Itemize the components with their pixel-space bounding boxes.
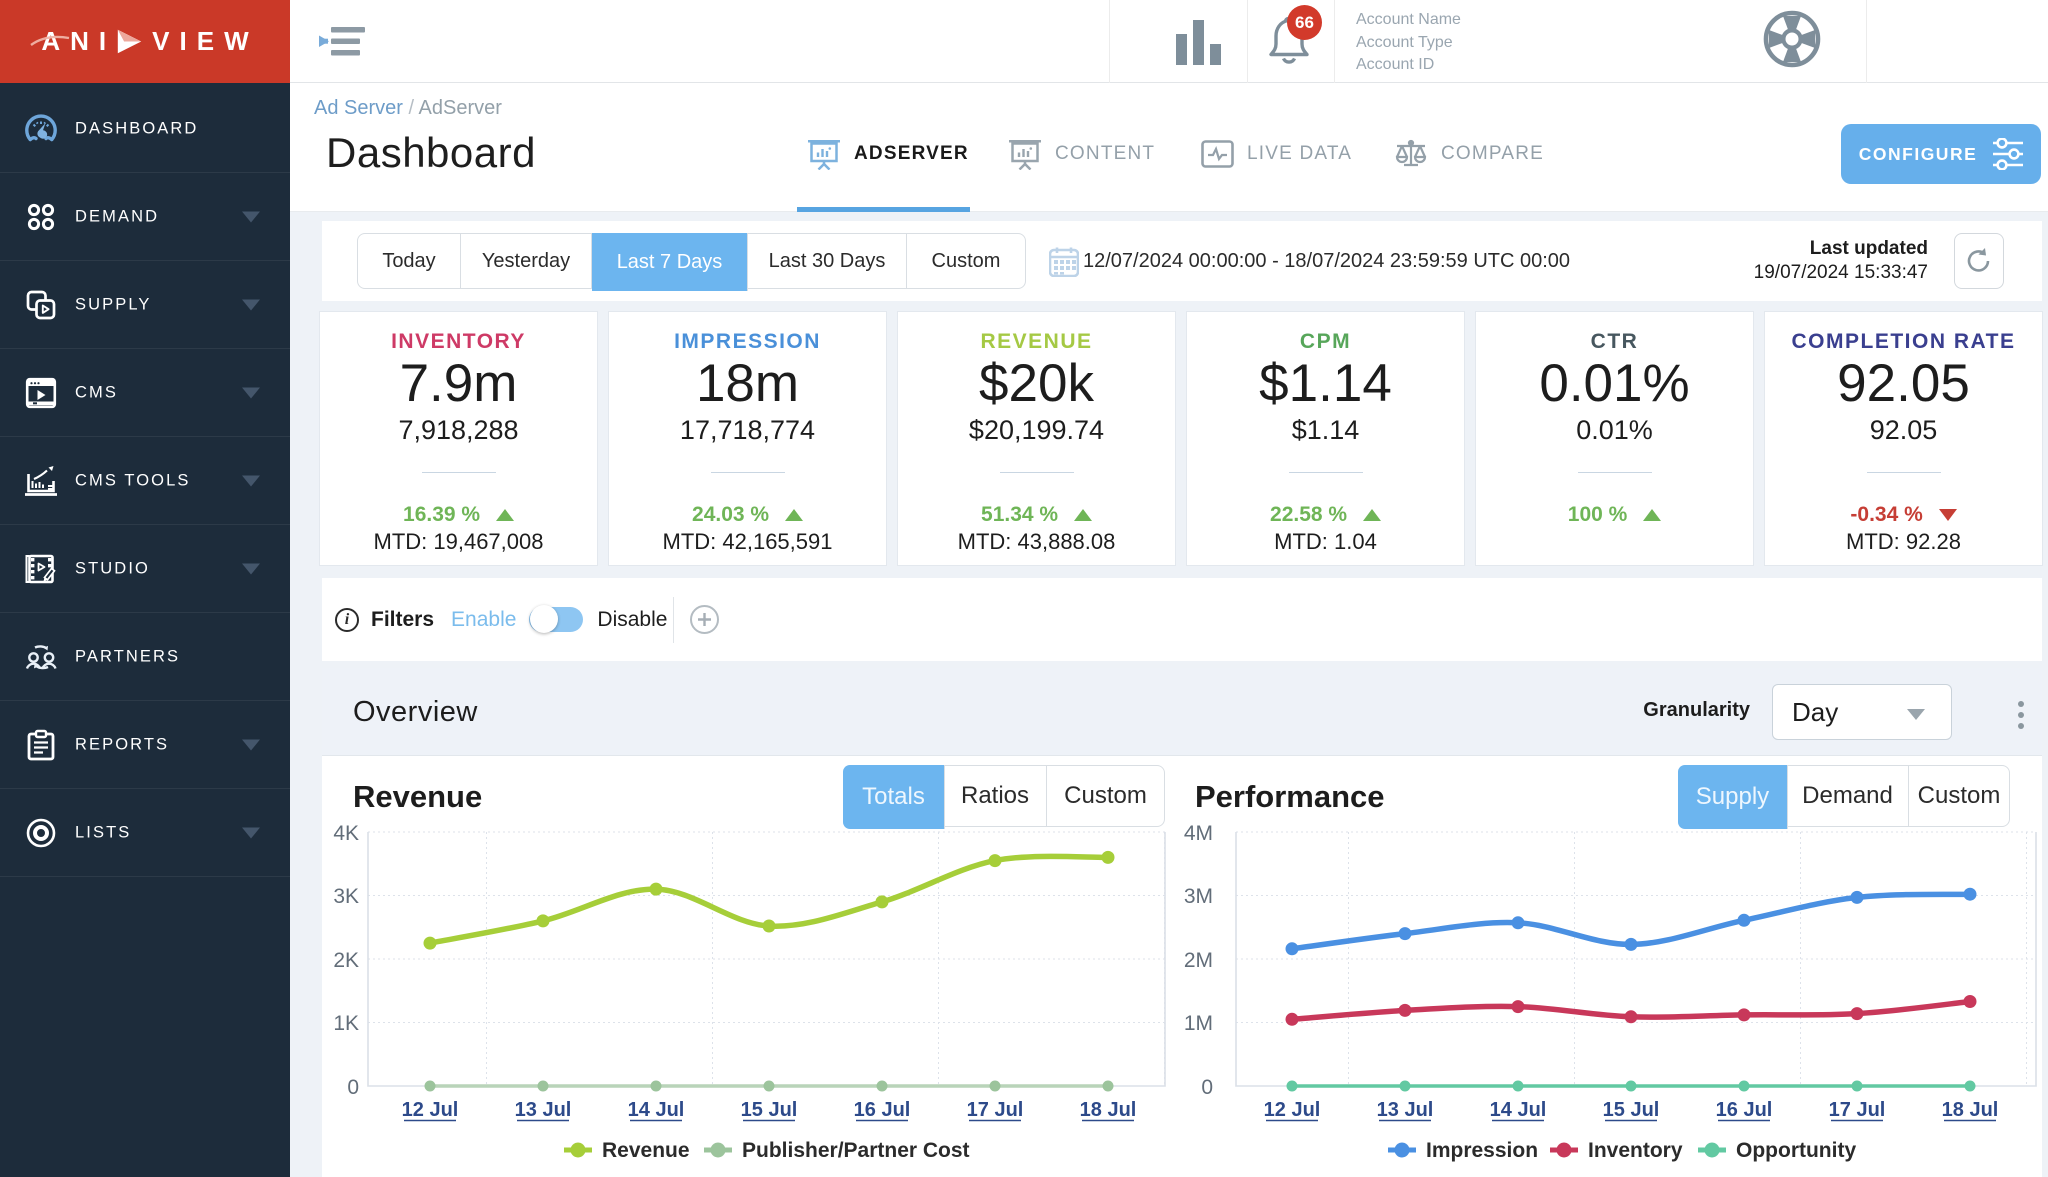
svg-text:13 Jul: 13 Jul bbox=[1377, 1099, 1434, 1121]
svg-text:1K: 1K bbox=[333, 1012, 359, 1035]
svg-text:16 Jul: 16 Jul bbox=[1716, 1099, 1773, 1121]
svg-text:1M: 1M bbox=[1184, 1012, 1213, 1035]
svg-text:2K: 2K bbox=[333, 949, 359, 972]
svg-text:15 Jul: 15 Jul bbox=[741, 1099, 798, 1121]
svg-text:Impression: Impression bbox=[1426, 1139, 1538, 1162]
svg-text:17 Jul: 17 Jul bbox=[967, 1099, 1024, 1121]
svg-text:14 Jul: 14 Jul bbox=[1490, 1099, 1547, 1121]
svg-text:3K: 3K bbox=[333, 885, 359, 908]
svg-text:4K: 4K bbox=[333, 822, 359, 845]
svg-text:3M: 3M bbox=[1184, 885, 1213, 908]
svg-text:Revenue: Revenue bbox=[602, 1139, 690, 1162]
svg-text:13 Jul: 13 Jul bbox=[515, 1099, 572, 1121]
svg-text:2M: 2M bbox=[1184, 949, 1213, 972]
svg-text:Publisher/Partner Cost: Publisher/Partner Cost bbox=[742, 1139, 970, 1162]
svg-text:14 Jul: 14 Jul bbox=[628, 1099, 685, 1121]
svg-text:15 Jul: 15 Jul bbox=[1603, 1099, 1660, 1121]
svg-text:16 Jul: 16 Jul bbox=[854, 1099, 911, 1121]
svg-text:Inventory: Inventory bbox=[1588, 1139, 1683, 1162]
svg-text:18 Jul: 18 Jul bbox=[1080, 1099, 1137, 1121]
svg-text:17 Jul: 17 Jul bbox=[1829, 1099, 1886, 1121]
svg-text:4M: 4M bbox=[1184, 822, 1213, 845]
svg-text:0: 0 bbox=[347, 1076, 359, 1099]
svg-text:0: 0 bbox=[1201, 1076, 1213, 1099]
svg-text:Opportunity: Opportunity bbox=[1736, 1139, 1856, 1162]
svg-text:12 Jul: 12 Jul bbox=[402, 1099, 459, 1121]
svg-text:12 Jul: 12 Jul bbox=[1264, 1099, 1321, 1121]
svg-text:18 Jul: 18 Jul bbox=[1942, 1099, 1999, 1121]
